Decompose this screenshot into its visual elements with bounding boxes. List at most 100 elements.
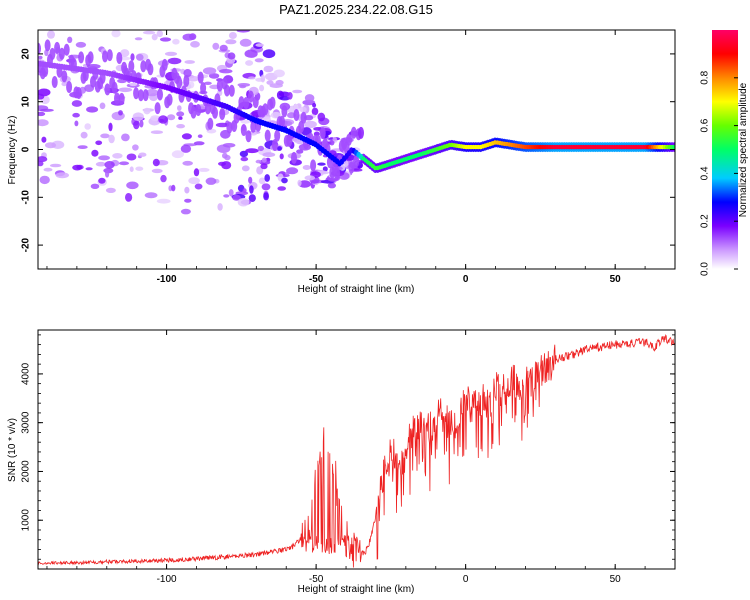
spectrogram-cell [172,38,180,45]
spectrogram-cell [184,198,192,203]
spectrogram-cell [259,84,265,92]
y-tick-label: 4000 [21,362,32,385]
spectrogram-cell [67,36,73,43]
spectrogram-cell [47,30,55,39]
ridge-halo [274,129,281,142]
spectrogram-cell [180,208,191,215]
spectrogram-cell [171,184,176,192]
ridge-halo [176,76,183,89]
spectrogram-cell [245,60,254,66]
spectrogram-cell [182,160,193,166]
ridge-halo [212,106,218,119]
spectrogram-cell [249,185,254,194]
spectrogram-cell [133,120,140,130]
ridge-halo [238,96,245,109]
spectrogram-cell [190,41,200,48]
spectrogram-cell [86,106,99,113]
spectrogram-cell [176,111,185,117]
ridge-halo [243,97,250,109]
spectrogram-cell [232,194,241,201]
ridge-halo [262,103,269,116]
spectrogram-cell [240,119,251,124]
colorbar-tick-label: 0.0 [700,262,711,276]
spectrogram-cell [126,153,137,161]
colorbar-tick-label: 0.4 [700,166,711,180]
spectrogram-cell [150,115,161,121]
ridge-halo [75,87,82,99]
spectrogram-cell [187,75,200,82]
spectrogram-cell [84,123,91,130]
colorbar-tick-label: 0.6 [700,118,711,132]
spectrogram-cell [151,33,158,41]
ridge-halo [42,65,49,77]
spectrogram-cell [248,76,256,80]
x-tick-label: 50 [610,574,622,585]
spectrogram-cell [237,197,250,207]
ridge-halo [87,51,94,64]
y-tick-label: -20 [21,237,32,252]
ridge-halo [128,60,135,73]
spectrogram-cell [264,174,271,182]
spectrogram-cell [171,150,184,159]
x-tick-label: -50 [309,574,324,585]
ridge-halo [195,104,202,116]
ridge-halo [78,51,85,64]
spectrogram-cell [95,140,103,146]
colorbar-tick-label: 0.8 [700,70,711,84]
y-tick-label: 20 [21,48,32,60]
ridge-halo [166,93,173,106]
ridge-halo [111,81,118,94]
spectrogram-cell [180,144,192,153]
ridge-halo [281,105,288,118]
spectrogram-cell [118,161,130,166]
x-tick-label: 0 [463,574,469,585]
y-tick-label: -10 [21,190,32,205]
spectrogram-cell [80,131,88,139]
spectrogram-cell [317,162,326,166]
spectrogram-cell [167,57,182,65]
spectrogram-ridge [38,39,675,180]
ridge-halo [118,92,125,105]
spectrogram-cell [266,80,274,85]
ridge-halo [247,90,254,103]
spectrogram-cell [236,30,250,33]
ridge-halo [293,109,300,121]
spectrogram-cell [297,179,302,187]
spectrogram-cell [193,168,200,177]
ridge-halo [58,47,65,60]
spectrogram-cell [158,115,169,124]
spectrogram-cell [304,94,315,102]
ridge-halo [51,76,58,88]
spectrogram-cell [222,152,228,159]
ridge-halo [49,47,56,60]
spectrogram-cell [254,58,264,63]
spectrogram-cell [167,114,176,121]
ridge-halo [137,89,144,102]
spectrogram-cell [139,120,144,128]
x-tick-label: -100 [157,274,177,285]
snr-panel: -100 -50 0 50 1000 2000 3000 4000 Height of st… [7,329,676,595]
spectrogram-cell [108,122,113,132]
colorbar-ticks: 0.0 0.2 0.4 0.6 0.8 [700,70,738,276]
ridge-halo [358,126,364,139]
spectrogram-cell [177,105,182,111]
ridge-halo [300,111,307,124]
spectrogram-cell [77,145,88,150]
spectrogram-cell [38,156,48,163]
ridge-halo [286,134,293,147]
spectrogram-cell [227,52,236,60]
spectrogram-cell [277,186,287,191]
spectrogram-cell [38,55,43,60]
x-tick-label: 0 [463,274,469,285]
spectrogram-cell [151,168,163,174]
ridge-halo [219,108,226,120]
spectrogram-cell [311,107,319,116]
spectrogram-cell [262,49,276,59]
ridge-halo [183,75,190,87]
spectrogram-cell [183,69,192,78]
ridge-halo [104,83,111,96]
spectrogram-cell [260,74,266,83]
spectrogram-cell [120,49,130,58]
spectrogram-cell [223,194,230,198]
